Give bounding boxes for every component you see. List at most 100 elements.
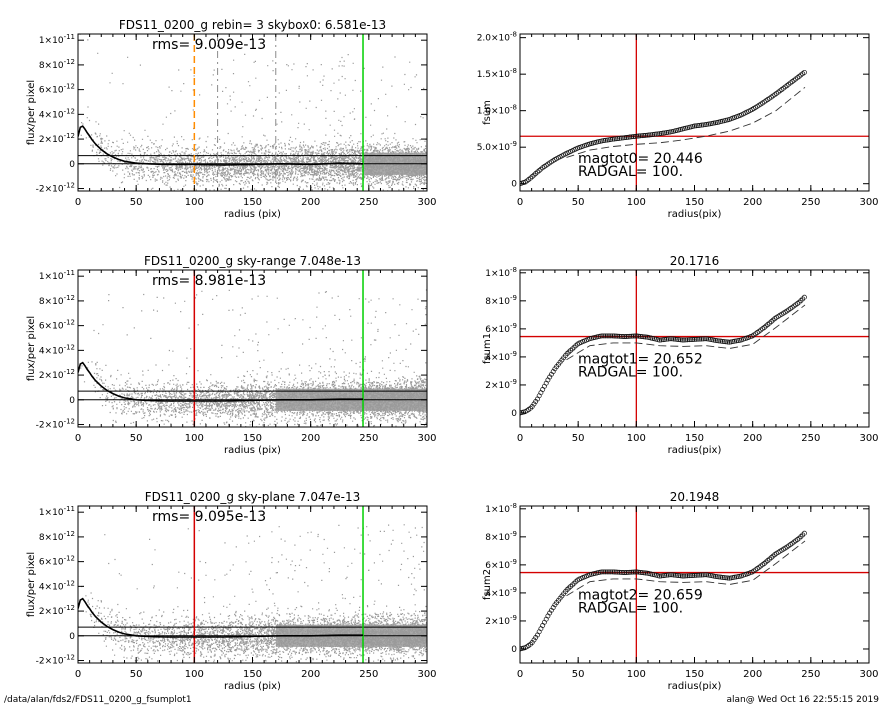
curve-point bbox=[653, 131, 659, 137]
curve-point bbox=[610, 333, 615, 339]
curve-point bbox=[606, 137, 612, 143]
y-axis-label: fsum bbox=[482, 100, 493, 125]
curve-point bbox=[672, 572, 678, 578]
curve-point bbox=[681, 126, 687, 132]
curve-point bbox=[678, 573, 683, 579]
curve-point bbox=[700, 572, 706, 578]
curve-point bbox=[671, 336, 677, 342]
curve-point bbox=[657, 573, 663, 579]
y-tick-label: 0 bbox=[69, 396, 75, 406]
curve-point bbox=[636, 333, 642, 339]
curve-point bbox=[571, 344, 577, 350]
y-tick-label: 1.0×10-8 bbox=[477, 104, 517, 117]
x-tick-label: 50 bbox=[572, 197, 585, 208]
curve-point bbox=[692, 336, 697, 342]
y-tick-label: 8×10-12 bbox=[39, 530, 75, 543]
y-tick-label: 0 bbox=[511, 180, 517, 190]
x-tick-label: 150 bbox=[243, 433, 262, 444]
x-tick-label: 300 bbox=[417, 197, 436, 208]
curve-point bbox=[660, 337, 666, 343]
curve-point bbox=[611, 136, 617, 142]
curve-point bbox=[655, 131, 661, 137]
magtot-annotation: magtot2= 20.659 bbox=[578, 588, 703, 604]
curve-point bbox=[627, 134, 633, 140]
curve-point bbox=[679, 573, 685, 579]
curve-point bbox=[725, 575, 731, 581]
curve-point bbox=[664, 336, 670, 342]
curve-point bbox=[699, 122, 704, 128]
curve-point bbox=[620, 570, 626, 575]
chart-title: FDS11_0200_g sky-range 7.048e-13 bbox=[144, 254, 361, 268]
curve-point bbox=[728, 575, 734, 581]
y-tick-label: 0 bbox=[511, 409, 517, 419]
curve-point bbox=[603, 137, 608, 143]
curve-point bbox=[625, 569, 631, 575]
curve-point bbox=[681, 337, 687, 343]
curve-point bbox=[639, 334, 645, 340]
curve-point bbox=[667, 336, 673, 342]
curve-point bbox=[711, 120, 717, 126]
curve-point bbox=[629, 569, 635, 575]
x-tick-label: 150 bbox=[685, 669, 704, 680]
curve-point bbox=[685, 573, 690, 579]
curve-point bbox=[632, 133, 638, 139]
x-tick-label: 0 bbox=[517, 669, 523, 680]
curve-point bbox=[632, 333, 638, 339]
curve-point bbox=[657, 337, 663, 343]
rms-annotation: rms= 9.095e-13 bbox=[152, 509, 266, 525]
curve-point bbox=[618, 569, 624, 575]
curve-point bbox=[636, 569, 642, 575]
y-tick-label: 2.0×10-8 bbox=[477, 31, 517, 44]
curve-point bbox=[726, 339, 732, 345]
curve-point bbox=[601, 569, 607, 575]
y-tick-label: 1×10-11 bbox=[39, 269, 75, 282]
growth-curve-markers bbox=[520, 530, 807, 652]
curve-point bbox=[622, 570, 628, 576]
curve-point bbox=[678, 127, 683, 132]
curve-point bbox=[723, 117, 729, 123]
x-axis-label: radius(pix) bbox=[668, 445, 722, 456]
curve-point bbox=[596, 570, 601, 576]
curve-point bbox=[721, 339, 727, 345]
curve-point bbox=[644, 132, 650, 138]
x-tick-label: 0 bbox=[517, 433, 523, 444]
curve-point bbox=[617, 333, 622, 339]
curve-point bbox=[630, 134, 636, 140]
curve-point bbox=[801, 294, 807, 300]
y-tick-label: 6×10-12 bbox=[39, 319, 75, 332]
curve-point bbox=[608, 333, 614, 339]
x-tick-label: 250 bbox=[359, 433, 378, 444]
curve-point bbox=[712, 120, 718, 126]
curve-point bbox=[528, 641, 533, 647]
curve-point bbox=[718, 338, 724, 344]
curve-point bbox=[704, 121, 710, 127]
curve-point bbox=[623, 334, 629, 339]
mean-profile-line bbox=[78, 597, 363, 638]
chart-title: FDS11_0200_g rebin= 3 skybox0: 6.581e-13 bbox=[119, 18, 386, 32]
curve-point bbox=[651, 131, 657, 137]
y-tick-label: 2×10-12 bbox=[39, 604, 75, 617]
curve-point bbox=[665, 336, 671, 342]
curve-point bbox=[690, 337, 696, 342]
y-tick-label: 0 bbox=[69, 632, 75, 642]
curve-point bbox=[801, 530, 807, 536]
curve-point bbox=[735, 338, 741, 344]
x-tick-label: 150 bbox=[243, 197, 262, 208]
curve-point bbox=[801, 69, 807, 75]
curve-point bbox=[719, 338, 725, 344]
curve-point bbox=[641, 570, 647, 576]
curve-point bbox=[669, 129, 675, 135]
y-tick-label: 1.5×10-8 bbox=[477, 67, 517, 80]
curve-point bbox=[688, 337, 694, 343]
radgal-annotation: RADGAL= 100. bbox=[578, 365, 683, 381]
curve-point bbox=[702, 336, 708, 342]
curve-point bbox=[599, 569, 605, 575]
x-tick-label: 200 bbox=[301, 433, 320, 444]
curve-point bbox=[611, 333, 617, 339]
curve-point bbox=[618, 333, 624, 339]
curve-point bbox=[678, 337, 683, 343]
curve-point bbox=[697, 122, 703, 128]
curve-point bbox=[716, 338, 722, 344]
x-tick-label: 0 bbox=[517, 197, 523, 208]
